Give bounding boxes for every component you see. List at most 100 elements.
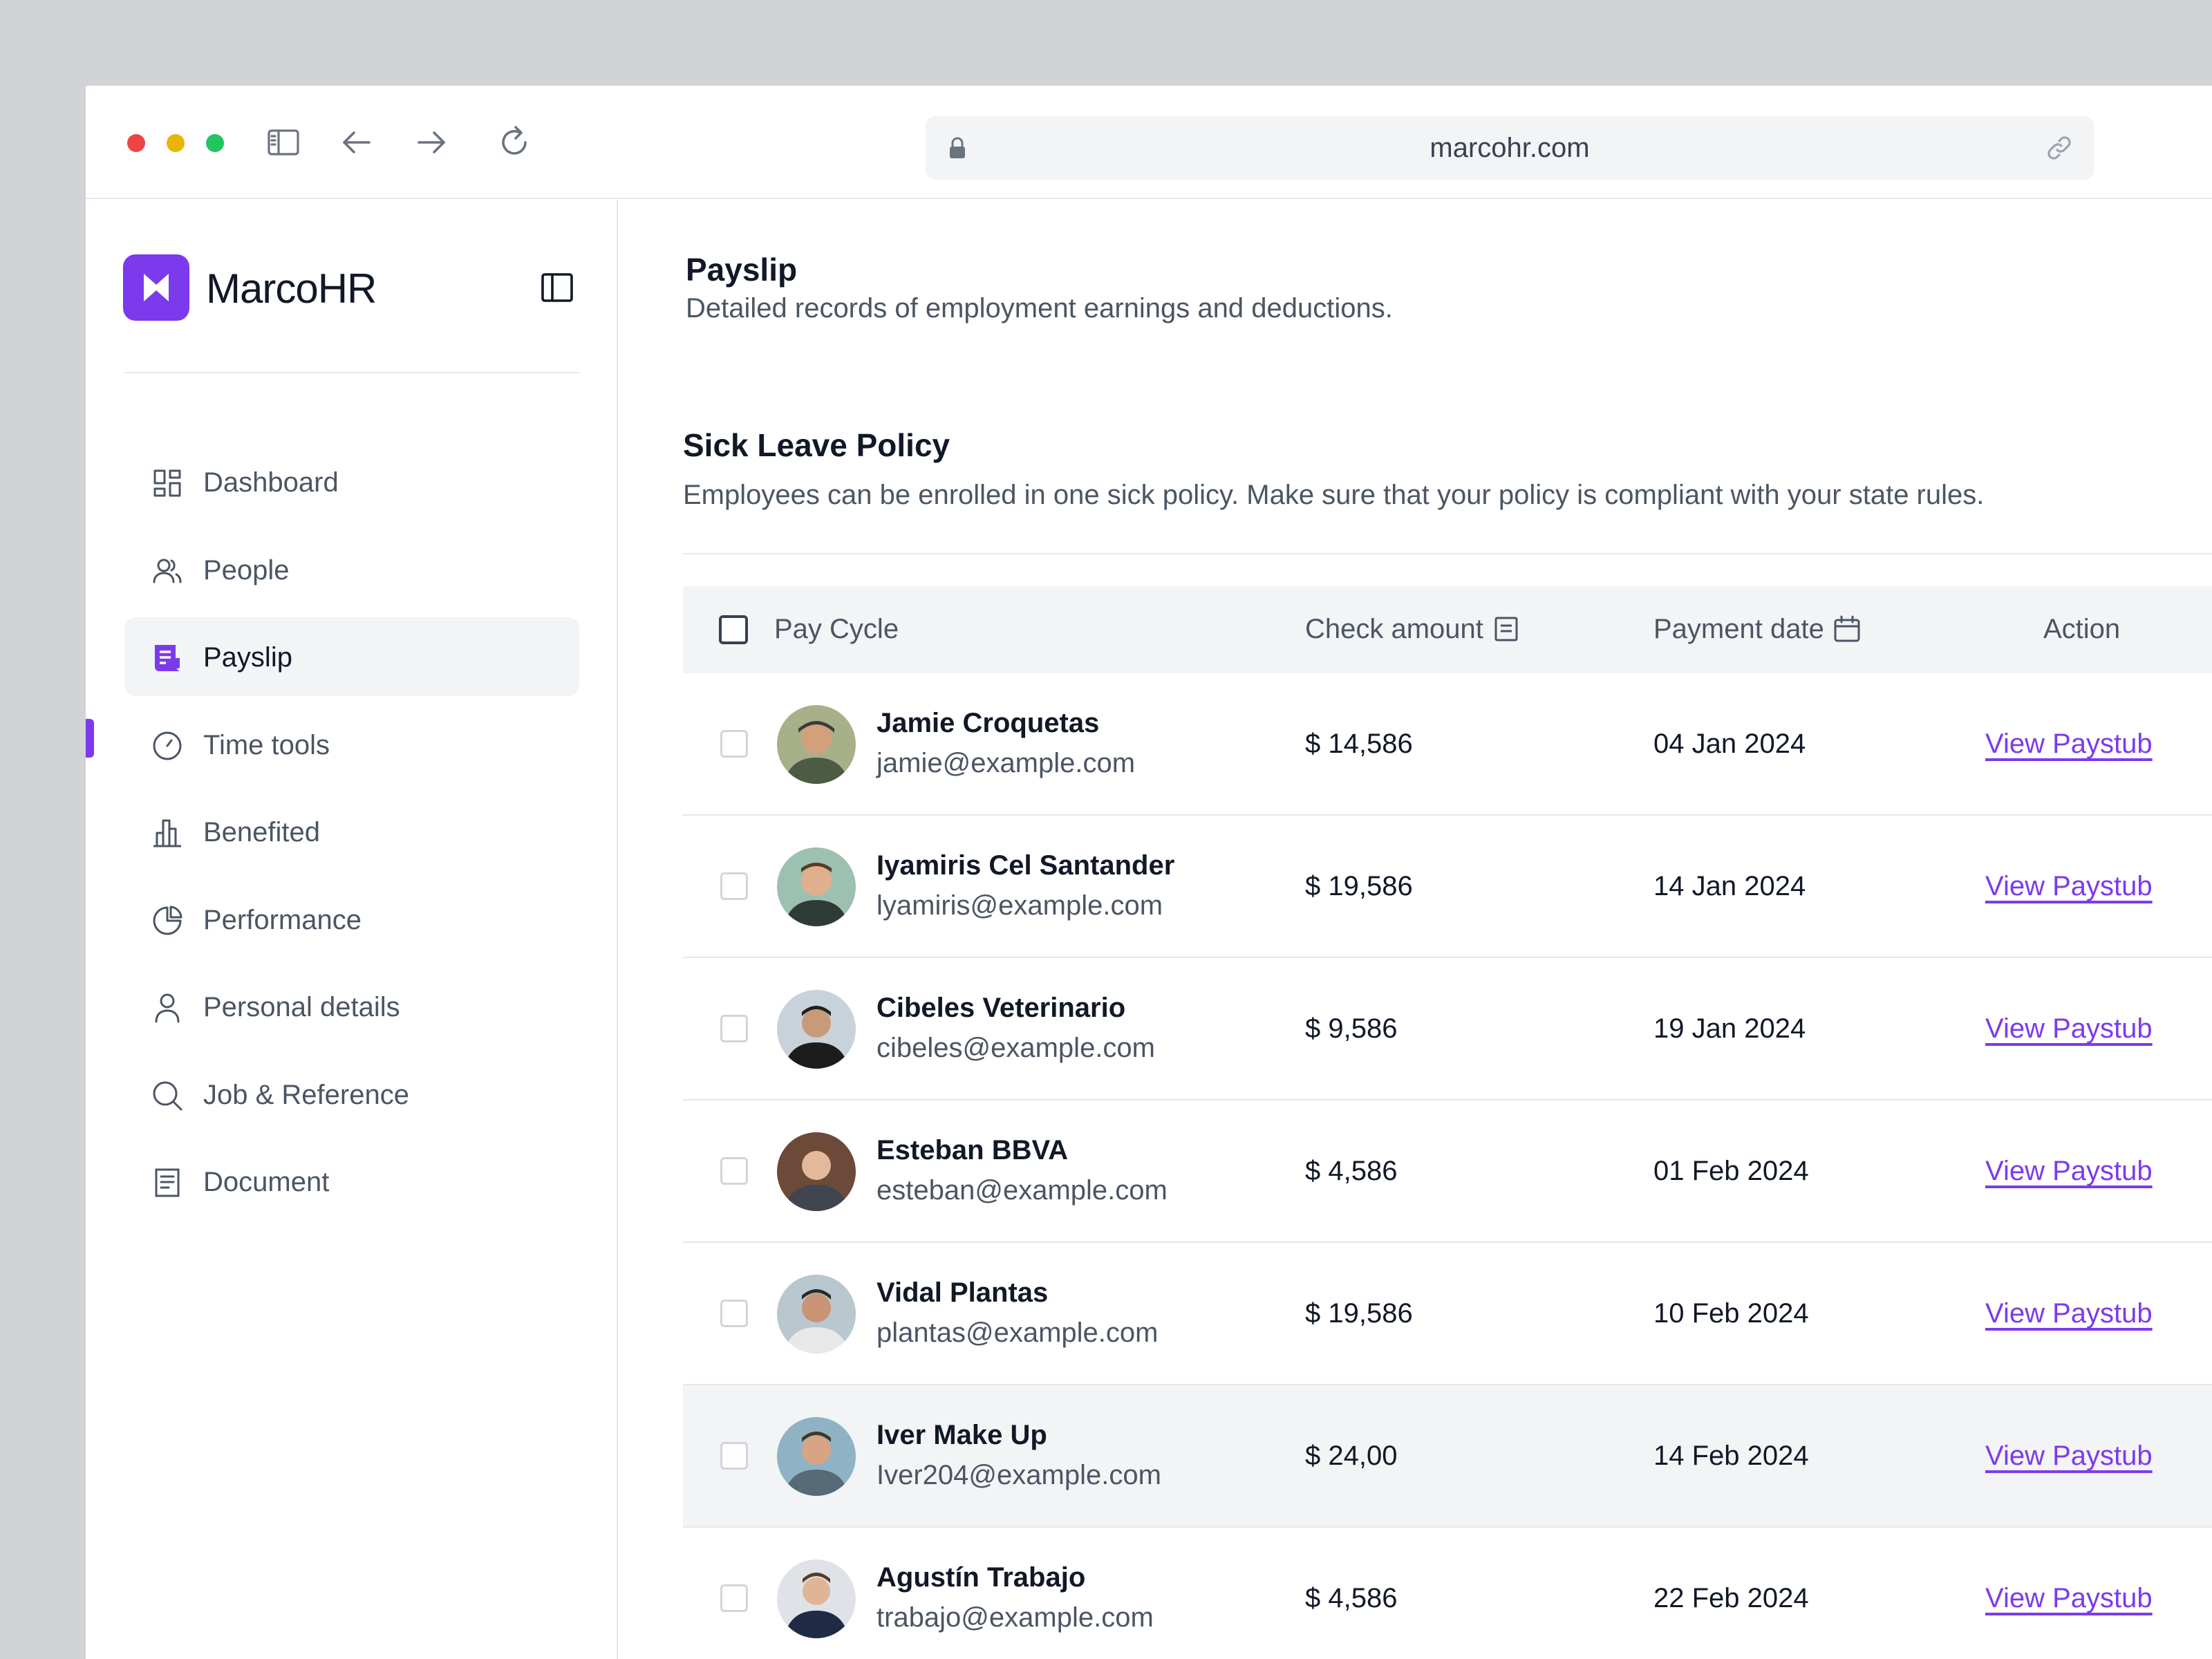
employee-name: Agustín Trabajo: [877, 1562, 1086, 1593]
sidebar-item-label: Performance: [203, 904, 362, 935]
avatar: [777, 705, 856, 784]
check-amount: $ 19,586: [1305, 871, 1413, 901]
column-header-action: Action: [2043, 614, 2120, 644]
sidebar-divider: [124, 372, 579, 373]
sidebar-toggle-icon[interactable]: [263, 122, 304, 163]
avatar: [777, 1132, 856, 1211]
row-checkbox[interactable]: [720, 730, 748, 758]
row-checkbox[interactable]: [720, 872, 748, 900]
row-checkbox[interactable]: [720, 1015, 748, 1042]
table-row: Iyamiris Cel Santander lyamiris@example.…: [683, 816, 2212, 958]
minimize-window-button[interactable]: [167, 134, 185, 152]
search-icon: [151, 1079, 184, 1112]
check-amount: $ 4,586: [1305, 1156, 1398, 1186]
sidebar-item-label: People: [203, 554, 290, 585]
sidebar-item-benefited[interactable]: Benefited: [124, 792, 579, 871]
page-subtitle: Detailed records of employment earnings …: [686, 293, 1393, 324]
row-checkbox[interactable]: [720, 1584, 748, 1612]
row-checkbox[interactable]: [720, 1157, 748, 1185]
browser-toolbar: marcohr.com: [86, 86, 2212, 199]
sidebar-item-job-reference[interactable]: Job & Reference: [124, 1055, 579, 1134]
sidebar-item-label: Document: [203, 1167, 330, 1197]
column-header-check-amount[interactable]: Check amount: [1305, 614, 1521, 644]
check-amount: $ 9,586: [1305, 1013, 1398, 1044]
avatar: [777, 1559, 856, 1638]
column-header-label: Check amount: [1305, 614, 1483, 644]
select-all-checkbox[interactable]: [719, 615, 748, 644]
reload-icon[interactable]: [495, 122, 536, 163]
sidebar-item-performance[interactable]: Performance: [124, 880, 579, 959]
payment-date: 14 Jan 2024: [1653, 871, 1806, 901]
table-header: Pay Cycle Check amount Payment date: [683, 586, 2212, 673]
check-amount: $ 14,586: [1305, 729, 1413, 759]
view-paystub-link[interactable]: View Paystub: [1985, 1013, 2153, 1044]
column-header-pay-cycle[interactable]: Pay Cycle: [774, 614, 899, 644]
receipt-icon: [1494, 617, 1518, 641]
avatar: [777, 1275, 856, 1353]
payslip-icon: [151, 641, 184, 675]
payment-date: 10 Feb 2024: [1653, 1298, 1809, 1329]
column-header-label: Action: [2043, 614, 2121, 644]
person-icon: [151, 991, 184, 1024]
check-amount: $ 24,00: [1305, 1441, 1398, 1471]
view-paystub-link[interactable]: View Paystub: [1985, 1298, 2153, 1329]
avatar: [777, 847, 856, 926]
browser-window: marcohr.com MarcoHR: [86, 86, 2212, 1659]
employee-name: Jamie Croquetas: [877, 708, 1100, 738]
payslip-table: Pay Cycle Check amount Payment date: [683, 586, 2212, 1659]
check-amount: $ 19,586: [1305, 1298, 1413, 1329]
document-icon: [151, 1166, 184, 1199]
sidebar-item-payslip[interactable]: Payslip: [124, 617, 579, 696]
view-paystub-link[interactable]: View Paystub: [1985, 1583, 2153, 1613]
clock-icon: [151, 729, 184, 762]
employee-name: Iyamiris Cel Santander: [877, 850, 1175, 881]
employee-name: Esteban BBVA: [877, 1135, 1069, 1165]
sidebar-item-dashboard[interactable]: Dashboard: [124, 442, 579, 521]
active-nav-indicator: [86, 719, 94, 758]
column-header-payment-date[interactable]: Payment date: [1653, 614, 1862, 644]
lock-icon: [945, 135, 970, 160]
table-row: Esteban BBVA esteban@example.com $ 4,586…: [683, 1100, 2212, 1243]
employee-email: lyamiris@example.com: [877, 890, 1163, 921]
table-row: Iver Make Up Iver204@example.com $ 24,00…: [683, 1385, 2212, 1528]
back-arrow-icon[interactable]: [336, 122, 377, 163]
section-description: Employees can be enrolled in one sick po…: [683, 480, 1985, 510]
sidebar-item-people[interactable]: People: [124, 530, 579, 609]
sidebar-item-label: Personal details: [203, 992, 400, 1022]
sidebar-item-label: Dashboard: [203, 467, 339, 498]
table-row: Vidal Plantas plantas@example.com $ 19,5…: [683, 1243, 2212, 1385]
forward-arrow-icon[interactable]: [411, 122, 452, 163]
sidebar-item-document[interactable]: Document: [124, 1142, 579, 1221]
maximize-window-button[interactable]: [206, 134, 224, 152]
avatar: [777, 990, 856, 1069]
payment-date: 01 Feb 2024: [1653, 1156, 1809, 1186]
payment-date: 14 Feb 2024: [1653, 1441, 1809, 1471]
view-paystub-link[interactable]: View Paystub: [1985, 871, 2153, 901]
address-url[interactable]: marcohr.com: [1430, 133, 1590, 163]
sidebar-item-label: Job & Reference: [203, 1079, 409, 1110]
sidebar-item-label: Benefited: [203, 817, 321, 847]
payment-date: 22 Feb 2024: [1653, 1583, 1809, 1613]
row-checkbox[interactable]: [720, 1442, 748, 1470]
calendar-icon: [1834, 615, 1860, 642]
main-content: Payslip Detailed records of employment e…: [619, 200, 2212, 1659]
row-checkbox[interactable]: [720, 1300, 748, 1327]
avatar: [777, 1417, 856, 1496]
collapse-sidebar-icon[interactable]: [538, 268, 577, 307]
employee-name: Vidal Plantas: [877, 1277, 1049, 1308]
sidebar-item-time-tools[interactable]: Time tools: [124, 705, 579, 784]
view-paystub-link[interactable]: View Paystub: [1985, 1156, 2153, 1186]
view-paystub-link[interactable]: View Paystub: [1985, 729, 2153, 759]
brand-name: MarcoHR: [206, 265, 377, 312]
sidebar-item-personal-details[interactable]: Personal details: [124, 967, 579, 1046]
close-window-button[interactable]: [127, 134, 145, 152]
sidebar-nav: Dashboard People: [124, 442, 579, 1230]
table-row: Agustín Trabajo trabajo@example.com $ 4,…: [683, 1528, 2212, 1659]
link-icon[interactable]: [2044, 133, 2074, 163]
view-paystub-link[interactable]: View Paystub: [1985, 1441, 2153, 1471]
table-row: Cibeles Veterinario cibeles@example.com …: [683, 958, 2212, 1100]
dashboard-icon: [151, 467, 184, 500]
employee-email: Iver204@example.com: [877, 1460, 1161, 1490]
marcohr-logo-icon: [123, 254, 189, 321]
address-bar[interactable]: marcohr.com: [926, 116, 2094, 180]
